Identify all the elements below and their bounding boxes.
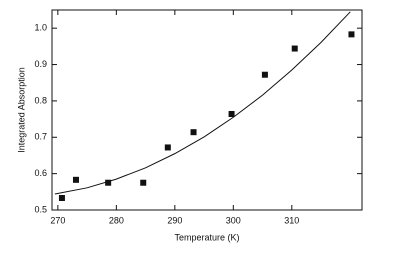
data-point: [291, 45, 298, 52]
data-point: [190, 129, 197, 136]
y-tick-label: 0.5: [34, 204, 47, 214]
data-point: [58, 195, 65, 201]
x-axis-label: Temperature (K): [174, 232, 239, 242]
y-tick-label: 0.9: [34, 59, 47, 69]
data-point: [164, 144, 171, 151]
data-point: [72, 176, 79, 183]
data-point: [261, 71, 268, 78]
data-point: [105, 179, 112, 186]
x-tick-label: 270: [50, 215, 65, 225]
x-tick-label: 280: [109, 215, 124, 225]
data-point: [140, 179, 147, 186]
y-tick-label: 0.8: [34, 95, 47, 105]
data-point: [348, 31, 355, 38]
data-point: [228, 111, 235, 117]
y-tick-label: 1.0: [34, 23, 47, 33]
x-tick-label: 310: [284, 215, 299, 225]
x-tick-label: 290: [167, 215, 182, 225]
fit-line: [54, 11, 351, 195]
y-tick-label: 0.7: [34, 132, 47, 142]
y-tick-label: 0.6: [34, 168, 47, 178]
plot-frame: [51, 9, 363, 211]
x-tick-label: 300: [226, 215, 241, 225]
y-axis-label: Integrated Absorption: [16, 67, 26, 153]
